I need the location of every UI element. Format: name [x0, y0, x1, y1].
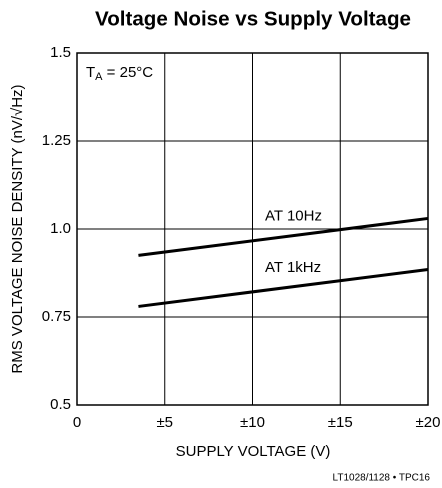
x-axis-label: SUPPLY VOLTAGE (V)	[176, 443, 331, 460]
series-label: AT 10Hz	[265, 208, 322, 225]
annotation-sub: A	[95, 71, 103, 83]
y-tick-label: 1.25	[42, 132, 71, 149]
annotation: TA = 25°C	[86, 64, 153, 83]
x-tick-label: ±5	[156, 414, 173, 431]
y-tick-label: 0.5	[50, 396, 71, 413]
y-tick-label: 0.75	[42, 308, 71, 325]
chart-title: Voltage Noise vs Supply Voltage	[95, 8, 411, 30]
x-tick-label: ±15	[328, 414, 353, 431]
y-tick-label: 1.5	[50, 44, 71, 61]
x-tick-label: ±20	[416, 414, 441, 431]
annotation-main: T	[86, 64, 95, 81]
series-line	[138, 216, 429, 257]
y-axis-label: RMS VOLTAGE NOISE DENSITY (nV/√Hz)	[9, 84, 26, 373]
plot-frame	[76, 52, 429, 406]
x-tick-label: ±10	[240, 414, 265, 431]
x-tick-label: 0	[73, 414, 81, 431]
series-label: AT 1kHz	[265, 259, 321, 276]
y-tick-label: 1.0	[50, 220, 71, 237]
series-line	[138, 267, 429, 308]
annotation-rest: = 25°C	[103, 64, 154, 81]
footnote: LT1028/1128 • TPC16	[333, 473, 431, 484]
